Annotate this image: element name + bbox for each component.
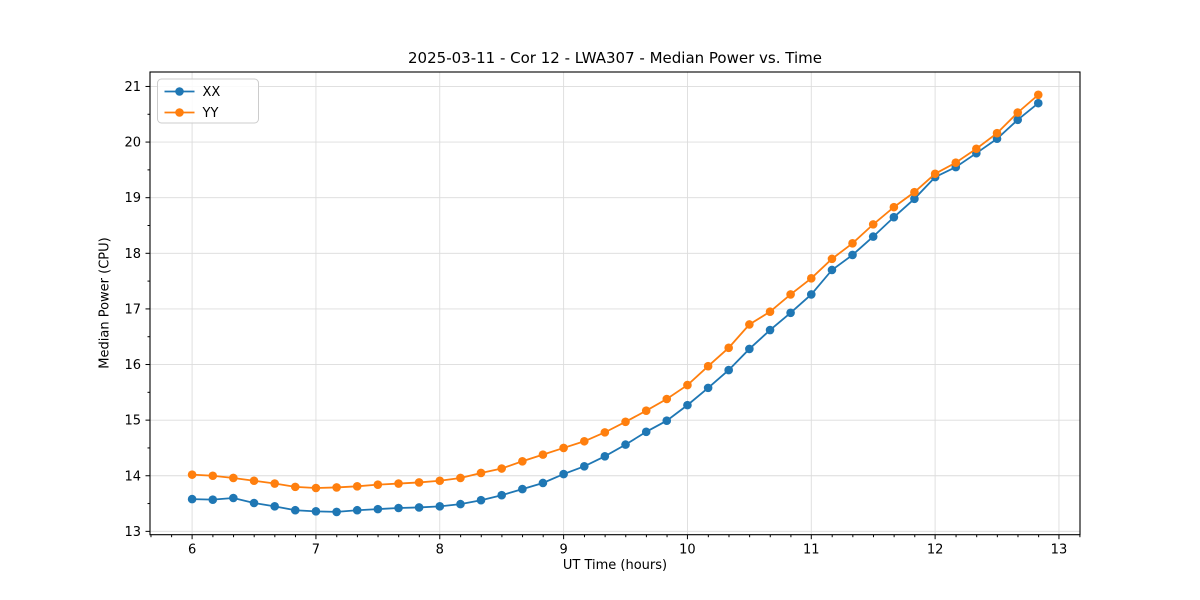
y-tick-label: 21 [124, 80, 141, 95]
legend-marker [175, 108, 184, 117]
y-tick-label: 18 [124, 247, 141, 262]
legend-item-XX: XX [164, 85, 221, 100]
y-axis-label: Median Power (CPU) [97, 237, 113, 369]
y-tick-label: 20 [124, 136, 141, 151]
series-YY [187, 90, 1043, 493]
x-tick-label: 11 [803, 543, 820, 558]
legend-label-XX: XX [203, 85, 221, 100]
x-tick-label: 9 [559, 543, 567, 558]
y-tick-label: 13 [124, 525, 141, 540]
legend-item-YY: YY [164, 106, 219, 121]
chart-title: 2025-03-11 - Cor 12 - LWA307 - Median Po… [408, 49, 822, 67]
axes-border [149, 71, 1081, 536]
y-tick-label: 17 [124, 302, 141, 317]
legend-marker [175, 87, 184, 96]
y-tick-label: 16 [124, 358, 141, 373]
legend: XX YY [157, 78, 259, 124]
series-YY-markers [187, 90, 1043, 493]
x-tick-label: 6 [188, 543, 196, 558]
axis-ticks [145, 85, 1081, 540]
y-tick-label: 19 [124, 191, 141, 206]
x-tick-label: 12 [927, 543, 944, 558]
grid [150, 72, 1080, 535]
y-tick-label: 15 [124, 414, 141, 429]
x-tick-label: 10 [679, 543, 696, 558]
y-tick-label: 14 [124, 469, 141, 484]
x-tick-label: 8 [436, 543, 444, 558]
x-tick-label: 7 [312, 543, 320, 558]
x-tick-label: 13 [1051, 543, 1068, 558]
x-axis-label: UT Time (hours) [562, 558, 668, 573]
tick-labels: 6 7 8 9 10 11 12 13 13 14 15 16 17 18 19 20 21 [124, 80, 1067, 558]
series-YY-line [192, 94, 1039, 489]
series-XX-line [192, 102, 1039, 513]
legend-label-YY: YY [202, 106, 219, 121]
